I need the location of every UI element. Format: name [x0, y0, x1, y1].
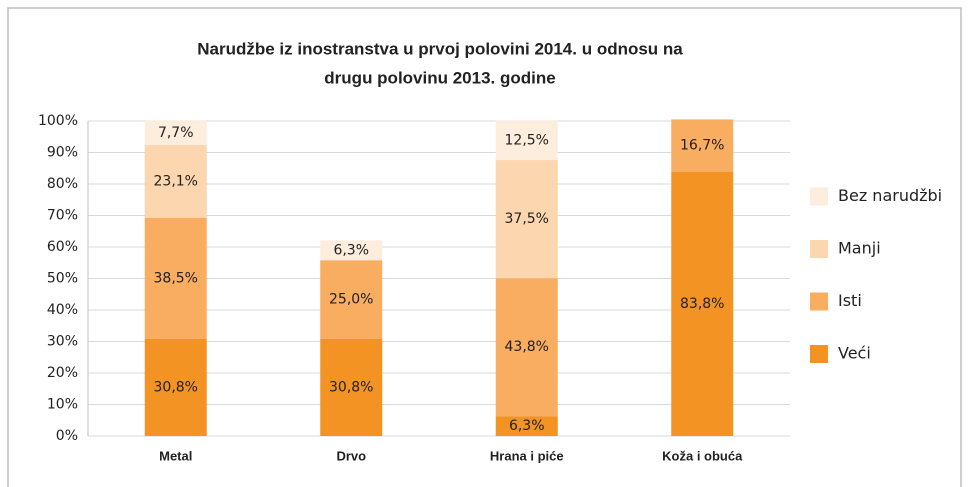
data-label: 7,7% — [158, 125, 194, 141]
legend-swatch — [810, 240, 828, 258]
bar-segment — [320, 240, 383, 261]
legend-label: Manji — [838, 239, 881, 258]
bar-segment — [671, 119, 734, 173]
legend-swatch — [810, 345, 828, 363]
legend-label: Isti — [838, 291, 862, 310]
y-tick-label: 100% — [38, 113, 78, 129]
bar-segment — [144, 144, 207, 218]
x-tick-label: Drvo — [336, 448, 366, 463]
chart-title: Narudžbe iz inostranstva u prvoj polovin… — [197, 39, 683, 58]
bar-segment — [495, 120, 558, 161]
legend-label: Veći — [838, 344, 871, 363]
data-label: 16,7% — [680, 138, 724, 154]
data-label: 6,3% — [333, 242, 369, 258]
y-tick-label: 90% — [47, 145, 78, 161]
bar-segment — [144, 217, 207, 339]
bar-segment — [320, 260, 383, 339]
y-tick-label: 10% — [47, 397, 78, 413]
y-tick-label: 80% — [47, 176, 78, 192]
bar-segment — [671, 172, 734, 436]
y-tick-label: 50% — [47, 271, 78, 287]
y-tick-label: 70% — [47, 208, 78, 224]
y-tick-label: 20% — [47, 365, 78, 381]
legend-swatch — [810, 292, 828, 311]
data-label: 6,3% — [509, 418, 545, 434]
x-tick-label: Metal — [159, 448, 192, 463]
bar-segment — [320, 338, 383, 436]
data-label: 25,0% — [329, 292, 373, 308]
data-label: 12,5% — [505, 132, 549, 148]
bar-segment — [495, 416, 558, 436]
bar-segment — [144, 338, 207, 436]
y-tick-label: 40% — [47, 302, 78, 318]
bar-segment — [495, 278, 558, 417]
data-label: 37,5% — [505, 211, 549, 227]
y-tick-label: 60% — [47, 239, 78, 255]
data-label: 43,8% — [505, 339, 549, 355]
data-label: 30,8% — [154, 379, 198, 395]
y-tick-label: 30% — [47, 334, 78, 350]
data-label: 23,1% — [154, 173, 198, 189]
bar-segment — [495, 160, 558, 279]
legend-label: Bez narudžbi — [838, 186, 942, 205]
data-label: 38,5% — [154, 270, 198, 286]
y-tick-label: 0% — [56, 428, 78, 444]
data-label: 83,8% — [680, 296, 724, 312]
frame — [7, 7, 962, 487]
bar-segment — [144, 120, 207, 145]
data-label: 30,8% — [329, 379, 373, 395]
x-tick-label: Koža i obuća — [662, 448, 743, 463]
x-tick-label: Hrana i piće — [490, 448, 564, 463]
legend-swatch — [810, 187, 828, 206]
chart-title: drugu polovinu 2013. godine — [324, 68, 555, 87]
